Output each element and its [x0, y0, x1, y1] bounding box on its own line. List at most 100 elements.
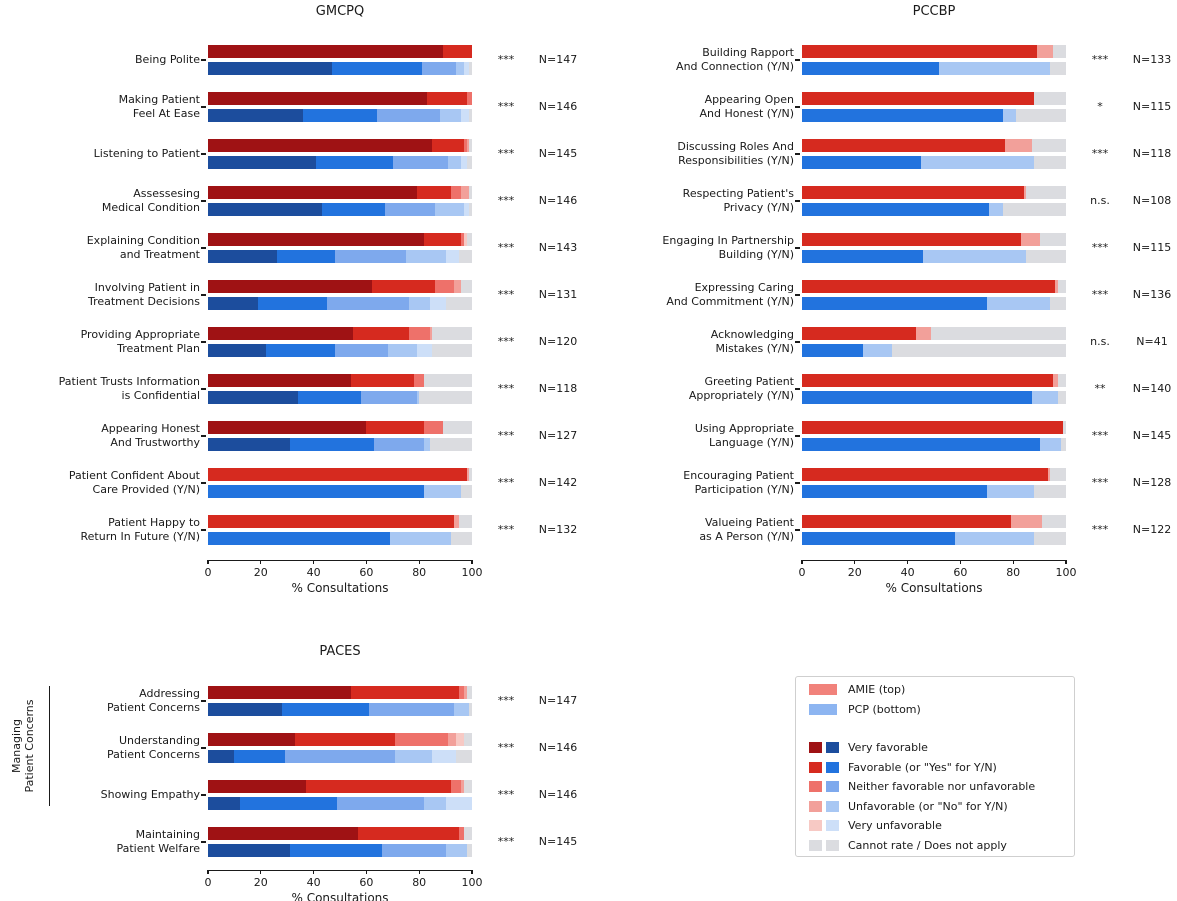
sample-size: N=118	[1132, 147, 1172, 160]
amie-bar-segment	[353, 327, 409, 340]
row-label: Greeting Patient Appropriately (Y/N)	[688, 375, 794, 402]
y-axis-tick	[201, 794, 206, 796]
pcp-bar-segment	[1039, 438, 1061, 451]
amie-bar-segment	[208, 733, 296, 746]
pcp-bar-segment	[466, 844, 472, 857]
row-label: Making Patient Feel At Ease	[118, 93, 200, 120]
amie-bar-segment	[208, 327, 354, 340]
row-label: Appearing Honest And Trustworthy	[101, 422, 200, 449]
significance: ***	[497, 382, 515, 395]
amie-bar-segment	[305, 780, 451, 793]
legend-label: Very unfavorable	[848, 819, 942, 833]
row-label: Patient Confident About Care Provided (Y/…	[68, 469, 200, 496]
amie-bar-segment	[1039, 233, 1066, 246]
pcp-bar-segment	[408, 297, 430, 310]
amie-bar-segment	[366, 421, 425, 434]
y-axis-tick	[795, 341, 800, 343]
row-label: Providing Appropriate Treatment Plan	[80, 328, 200, 355]
x-axis-tick	[471, 560, 473, 564]
significance: ***	[497, 835, 515, 848]
significance: ***	[497, 53, 515, 66]
x-axis-label: % Consultations	[291, 891, 389, 901]
amie-bar-segment	[802, 233, 1022, 246]
pcp-bar-segment	[458, 250, 472, 263]
pcp-bar-segment	[416, 391, 420, 404]
amie-bar-segment	[1047, 468, 1051, 481]
x-axis-tick	[418, 870, 420, 874]
pcp-bar-segment	[303, 109, 377, 122]
sample-size: N=147	[538, 53, 578, 66]
pcp-bar-segment	[1058, 391, 1066, 404]
pcp-bar-segment	[450, 532, 472, 545]
pcp-bar-segment	[445, 844, 467, 857]
row-label: Being Polite	[135, 53, 200, 66]
category-red-swatch	[809, 820, 822, 832]
pcp-bar-segment	[802, 109, 1003, 122]
x-axis-tick-label: 20	[253, 876, 268, 889]
row-label: Discussing Roles And Responsibilities (Y/…	[677, 140, 794, 167]
y-axis-tick	[795, 388, 800, 390]
amie-bar-segment	[1036, 45, 1053, 58]
pcp-bar-segment	[297, 391, 362, 404]
pcp-bar-segment	[416, 344, 433, 357]
amie-bar-segment	[208, 515, 454, 528]
x-axis-tick	[207, 870, 209, 874]
pcp-bar-segment	[986, 297, 1051, 310]
sample-size: N=115	[1132, 100, 1172, 113]
x-axis-tick	[260, 560, 262, 564]
pcp-bar-segment	[1002, 109, 1016, 122]
amie-bar-segment	[429, 327, 433, 340]
pcp-bar-segment	[802, 297, 987, 310]
amie-bar-segment	[461, 186, 470, 199]
amie-bar-segment	[450, 186, 462, 199]
pcp-bar-segment	[321, 203, 385, 216]
significance: ***	[497, 100, 515, 113]
x-axis-tick-label: 0	[204, 566, 212, 579]
significance: ***	[1091, 147, 1109, 160]
amie-bar-segment	[1058, 280, 1066, 293]
x-axis-tick-label: 40	[900, 566, 915, 579]
pcp-bar-segment	[395, 750, 433, 763]
amie-bar-segment	[1034, 92, 1066, 105]
row-label: Engaging In Partnership Building (Y/N)	[662, 234, 794, 261]
amie-bar-segment	[424, 233, 462, 246]
x-axis-tick-label: 0	[204, 876, 212, 889]
x-axis-tick	[260, 870, 262, 874]
amie-bar-segment	[424, 421, 443, 434]
pcp-bar-segment	[208, 703, 282, 716]
amie-bar-segment	[408, 327, 430, 340]
pcp-bar-segment	[424, 797, 446, 810]
row-label: Involving Patient in Treatment Decisions	[87, 281, 200, 308]
amie-bar-segment	[208, 233, 425, 246]
amie-bar-segment	[432, 327, 472, 340]
amie-bar-segment	[350, 686, 459, 699]
pcp-bar-segment	[802, 391, 1032, 404]
amie-bar-segment	[208, 92, 428, 105]
amie-bar-segment	[450, 780, 462, 793]
x-axis-tick-label: 40	[306, 566, 321, 579]
amie-bar-segment	[458, 827, 465, 840]
row-label: Appearing Open And Honest (Y/N)	[699, 93, 795, 120]
pcp-bar-segment	[208, 391, 298, 404]
pcp-bar-segment	[208, 250, 277, 263]
amie-bar-segment	[435, 280, 454, 293]
pcp-bar-segment	[284, 750, 396, 763]
significance: ***	[497, 429, 515, 442]
amie-bar-segment	[442, 421, 472, 434]
sample-size: N=147	[538, 694, 578, 707]
sample-size: N=146	[538, 788, 578, 801]
pcp-bar-segment	[432, 344, 472, 357]
pcp-bar-segment	[429, 297, 446, 310]
x-axis-tick-label: 60	[953, 566, 968, 579]
significance: ***	[497, 335, 515, 348]
amie-bar-segment	[442, 45, 472, 58]
amie-bar-segment	[469, 186, 472, 199]
y-axis-tick	[201, 247, 206, 249]
pcp-bar-segment	[461, 109, 470, 122]
amie-bar-segment	[458, 686, 465, 699]
pcp-bar-segment	[1031, 391, 1059, 404]
y-axis-tick	[795, 294, 800, 296]
row-label: Using Appropriate Language (Y/N)	[694, 422, 794, 449]
pcp-bar-segment	[802, 485, 987, 498]
x-axis-line	[801, 560, 1067, 562]
